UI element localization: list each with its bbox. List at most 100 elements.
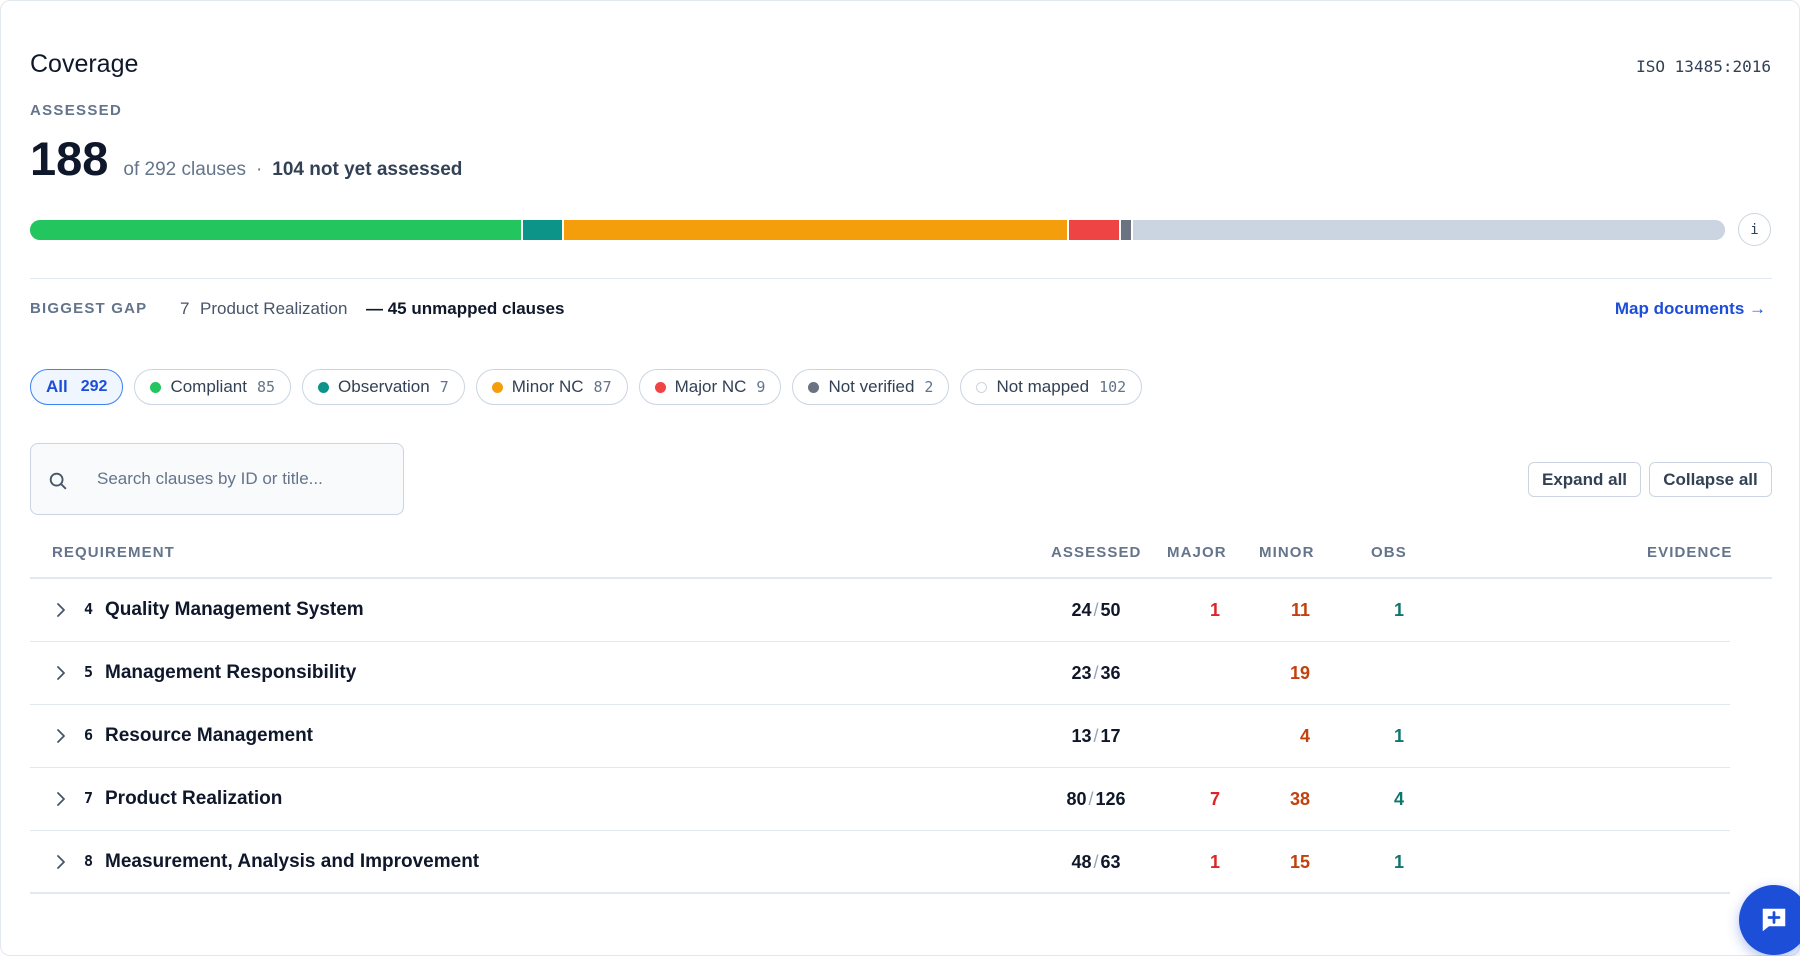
biggest-gap-row: BIGGEST GAP 7 Product Realization — 45 u… [30, 299, 1772, 319]
obs-count: 1 [1393, 852, 1404, 872]
minor-count: 4 [1299, 726, 1310, 746]
total-value: 126 [1095, 789, 1126, 809]
biggest-gap-label: BIGGEST GAP [30, 300, 148, 317]
obs-count: 1 [1393, 726, 1404, 746]
search-box[interactable] [30, 443, 404, 515]
coverage-segment-compliant [30, 220, 524, 240]
filter-chip-observation[interactable]: Observation 7 [302, 369, 465, 405]
filter-chip-not-mapped[interactable]: Not mapped 102 [960, 369, 1143, 405]
header-minor: MINOR [1259, 544, 1315, 561]
filter-chip-minor-nc[interactable]: Minor NC 87 [475, 369, 628, 405]
filter-chip-count: 292 [80, 378, 108, 395]
total-value: 63 [1100, 852, 1121, 872]
standard-label: ISO 13485:2016 [1636, 57, 1771, 76]
clause-title: Management Responsibility [105, 662, 357, 683]
add-comment-button[interactable] [1739, 885, 1800, 955]
ratio-slash: / [1093, 663, 1099, 683]
page-title: Coverage [30, 50, 139, 78]
status-dot-icon [150, 381, 162, 393]
minor-count: 11 [1290, 600, 1310, 620]
clause-number: 4 [84, 600, 94, 618]
header-assessed: ASSESSED [1051, 544, 1142, 561]
clause-number: 8 [84, 852, 94, 870]
filter-chip-count: 9 [756, 378, 766, 396]
table-row[interactable]: 5 Management Responsibility 23/36 19 [30, 642, 1730, 705]
coverage-bar [30, 220, 1725, 240]
assessed-ratio: 48/63 [1042, 852, 1150, 873]
table-row[interactable]: 8 Measurement, Analysis and Improvement 48… [30, 831, 1730, 894]
assessed-value: 48 [1071, 852, 1092, 872]
table-header: REQUIREMENT ASSESSED MAJOR MINOR OBS EVI… [30, 537, 1772, 579]
filter-chip-label: Major NC [674, 377, 747, 396]
assessed-ratio: 80/126 [1042, 789, 1150, 810]
clause-title: Measurement, Analysis and Improvement [105, 851, 480, 872]
header-obs: OBS [1371, 544, 1407, 561]
info-icon: i [1750, 221, 1759, 238]
assessed-summary: 188 of 292 clauses · 104 not yet assesse… [30, 131, 462, 186]
ratio-slash: / [1093, 726, 1099, 746]
total-value: 36 [1100, 663, 1121, 683]
info-button[interactable]: i [1738, 213, 1771, 246]
table-row[interactable]: 6 Resource Management 13/17 4 1 [30, 705, 1730, 768]
major-count: 7 [1209, 789, 1220, 809]
assessed-ratio: 13/17 [1042, 726, 1150, 747]
clause-number: 7 [84, 789, 94, 807]
chevron-right-icon[interactable] [54, 601, 68, 619]
header-requirement: REQUIREMENT [52, 544, 175, 561]
status-dot-icon [491, 381, 503, 393]
minor-count: 38 [1289, 789, 1310, 809]
minor-count: 19 [1289, 663, 1310, 683]
filter-chip-compliant[interactable]: Compliant 85 [134, 369, 292, 405]
status-dot-icon [808, 381, 820, 393]
assessed-count: 188 [30, 132, 109, 185]
filter-chip-count: 102 [1099, 378, 1127, 396]
filter-chip-count: 87 [593, 378, 612, 396]
filter-chip-label: All [46, 377, 68, 396]
coverage-segment-observation [523, 220, 565, 240]
assessed-value: 80 [1066, 789, 1087, 809]
chevron-right-icon[interactable] [54, 664, 68, 682]
biggest-gap-clause-number: 7 [180, 299, 190, 318]
chevron-right-icon[interactable] [54, 853, 68, 871]
table-row[interactable]: 4 Quality Management System 24/50 1 11 1 [30, 579, 1730, 642]
obs-count: 4 [1393, 789, 1404, 809]
clause-number: 5 [84, 663, 94, 681]
major-count: 1 [1209, 600, 1220, 620]
status-dot-icon [318, 381, 330, 393]
coverage-segment-minor-nc [564, 220, 1070, 240]
chevron-right-icon[interactable] [54, 727, 68, 745]
coverage-segment-not-mapped [1132, 220, 1725, 240]
total-value: 17 [1100, 726, 1121, 746]
search-input[interactable] [97, 444, 393, 514]
filter-chip-count: 7 [439, 378, 449, 396]
map-documents-link[interactable]: Map documents → [1614, 299, 1766, 318]
clause-number: 6 [84, 726, 94, 744]
ratio-slash: / [1093, 600, 1099, 620]
assessed-value: 23 [1071, 663, 1092, 683]
total-clauses-text: of 292 clauses [123, 159, 246, 180]
minor-count: 15 [1289, 852, 1310, 872]
ratio-slash: / [1093, 852, 1099, 872]
chevron-right-icon[interactable] [54, 790, 68, 808]
filter-chip-major-nc[interactable]: Major NC 9 [638, 369, 782, 405]
filter-chip-label: Compliant [170, 377, 247, 396]
collapse-all-button[interactable]: Collapse all [1649, 462, 1772, 497]
table-row[interactable]: 7 Product Realization 80/126 7 38 4 [30, 768, 1730, 831]
clause-title: Quality Management System [105, 599, 364, 620]
filter-chip-all[interactable]: All 292 [30, 369, 124, 405]
filter-chip-count: 2 [924, 378, 934, 396]
expand-all-button[interactable]: Expand all [1528, 462, 1641, 497]
status-dot-icon [654, 381, 666, 393]
biggest-gap-clause-name: Product Realization [200, 299, 348, 318]
clause-title: Product Realization [105, 788, 283, 809]
major-count: 1 [1209, 852, 1220, 872]
filter-chip-not-verified[interactable]: Not verified 2 [792, 369, 950, 405]
filter-chip-label: Observation [338, 377, 430, 396]
hollow-dot-icon [976, 381, 988, 393]
clause-title: Resource Management [105, 725, 314, 746]
requirements-table-body: 4 Quality Management System 24/50 1 11 1 5 Mana… [30, 579, 1730, 894]
biggest-gap-detail: — 45 unmapped clauses [366, 299, 565, 318]
coverage-segment-not-verified [1121, 220, 1133, 240]
not-assessed-text: 104 not yet assessed [272, 159, 463, 180]
assessed-ratio: 24/50 [1042, 600, 1150, 621]
